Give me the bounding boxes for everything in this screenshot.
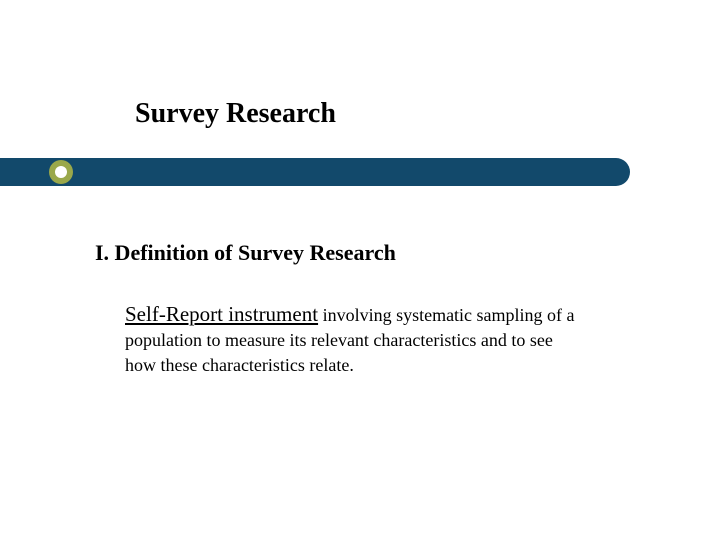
divider-bar [0,158,630,186]
divider-rule [0,158,630,186]
section-heading: I. Definition of Survey Research [95,240,396,266]
body-text: Self-Report instrument involving systema… [125,300,585,377]
slide-title: Survey Research [135,98,336,130]
body-lead-underlined: Self-Report instrument [125,302,318,326]
slide: Survey Research I. Definition of Survey … [0,0,720,540]
divider-dot-inner [55,166,67,178]
